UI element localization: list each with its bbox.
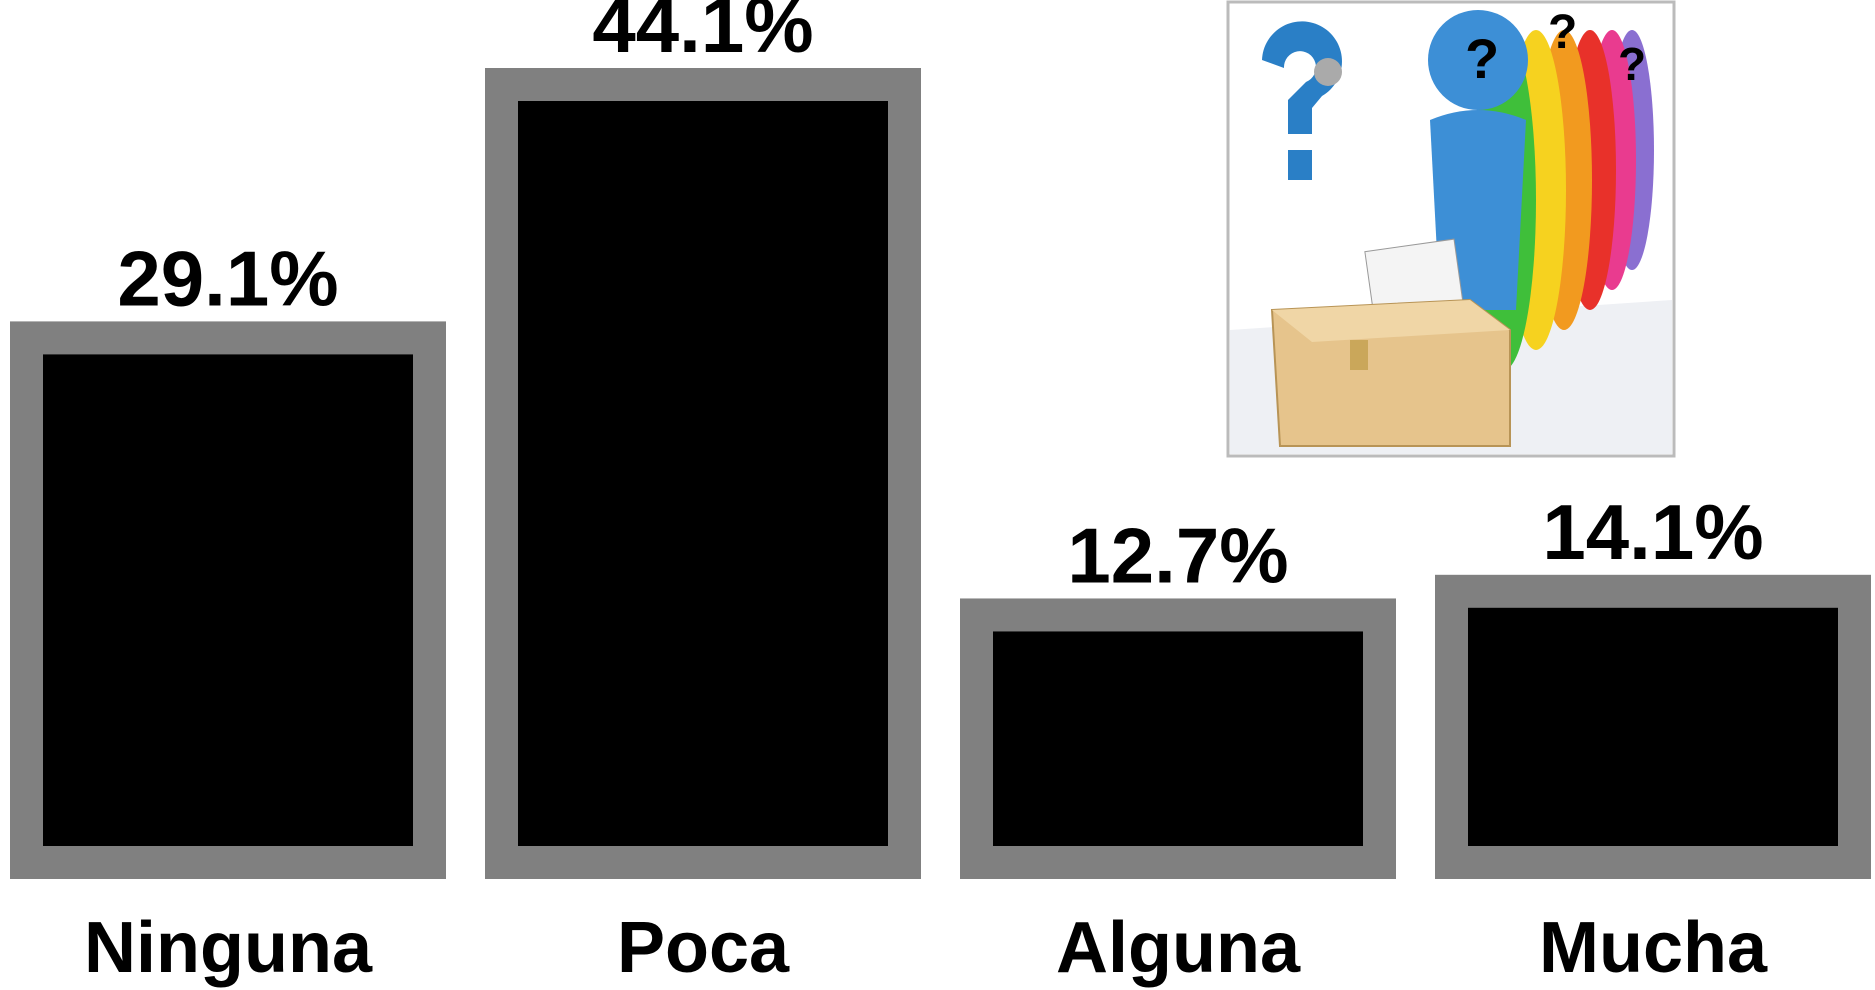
value-label: 29.1% xyxy=(117,234,338,322)
svg-text:?: ? xyxy=(1618,38,1646,90)
x-tick-label: Poca xyxy=(617,908,790,988)
bar xyxy=(1468,607,1838,846)
svg-text:?: ? xyxy=(1548,6,1577,59)
bar xyxy=(518,101,888,846)
bar xyxy=(993,631,1363,846)
x-tick-label: Mucha xyxy=(1539,908,1768,988)
value-label: 44.1% xyxy=(592,0,813,69)
bar xyxy=(43,354,413,846)
svg-text:?: ? xyxy=(1465,27,1499,90)
x-tick-label: Alguna xyxy=(1056,908,1301,988)
illustration: ? ? ? xyxy=(1226,0,1676,458)
x-tick-label: Ninguna xyxy=(84,908,373,988)
value-label: 12.7% xyxy=(1067,511,1288,599)
value-label: 14.1% xyxy=(1542,488,1763,576)
